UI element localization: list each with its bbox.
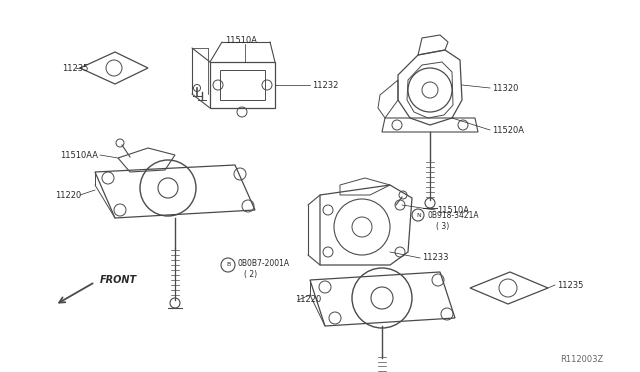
Text: 11232: 11232 [312, 80, 339, 90]
Text: 11220: 11220 [295, 295, 321, 305]
Text: ( 3): ( 3) [436, 221, 449, 231]
Text: FRONT: FRONT [100, 275, 137, 285]
Text: 11520A: 11520A [492, 125, 524, 135]
Text: B: B [226, 263, 230, 267]
Text: ( 2): ( 2) [244, 270, 257, 279]
Text: 11510A: 11510A [225, 35, 257, 45]
Text: 11320: 11320 [492, 83, 518, 93]
Text: 11235: 11235 [557, 280, 584, 289]
Text: N: N [416, 212, 420, 218]
Text: R112003Z: R112003Z [560, 356, 604, 365]
Text: 11235: 11235 [62, 64, 88, 73]
Text: 11510A: 11510A [437, 205, 469, 215]
Text: 11233: 11233 [422, 253, 449, 263]
Text: 0B0B7-2001A: 0B0B7-2001A [237, 259, 289, 267]
Text: 11510AA: 11510AA [60, 151, 98, 160]
Text: 0B918-3421A: 0B918-3421A [428, 211, 479, 219]
Text: 11220: 11220 [55, 190, 81, 199]
